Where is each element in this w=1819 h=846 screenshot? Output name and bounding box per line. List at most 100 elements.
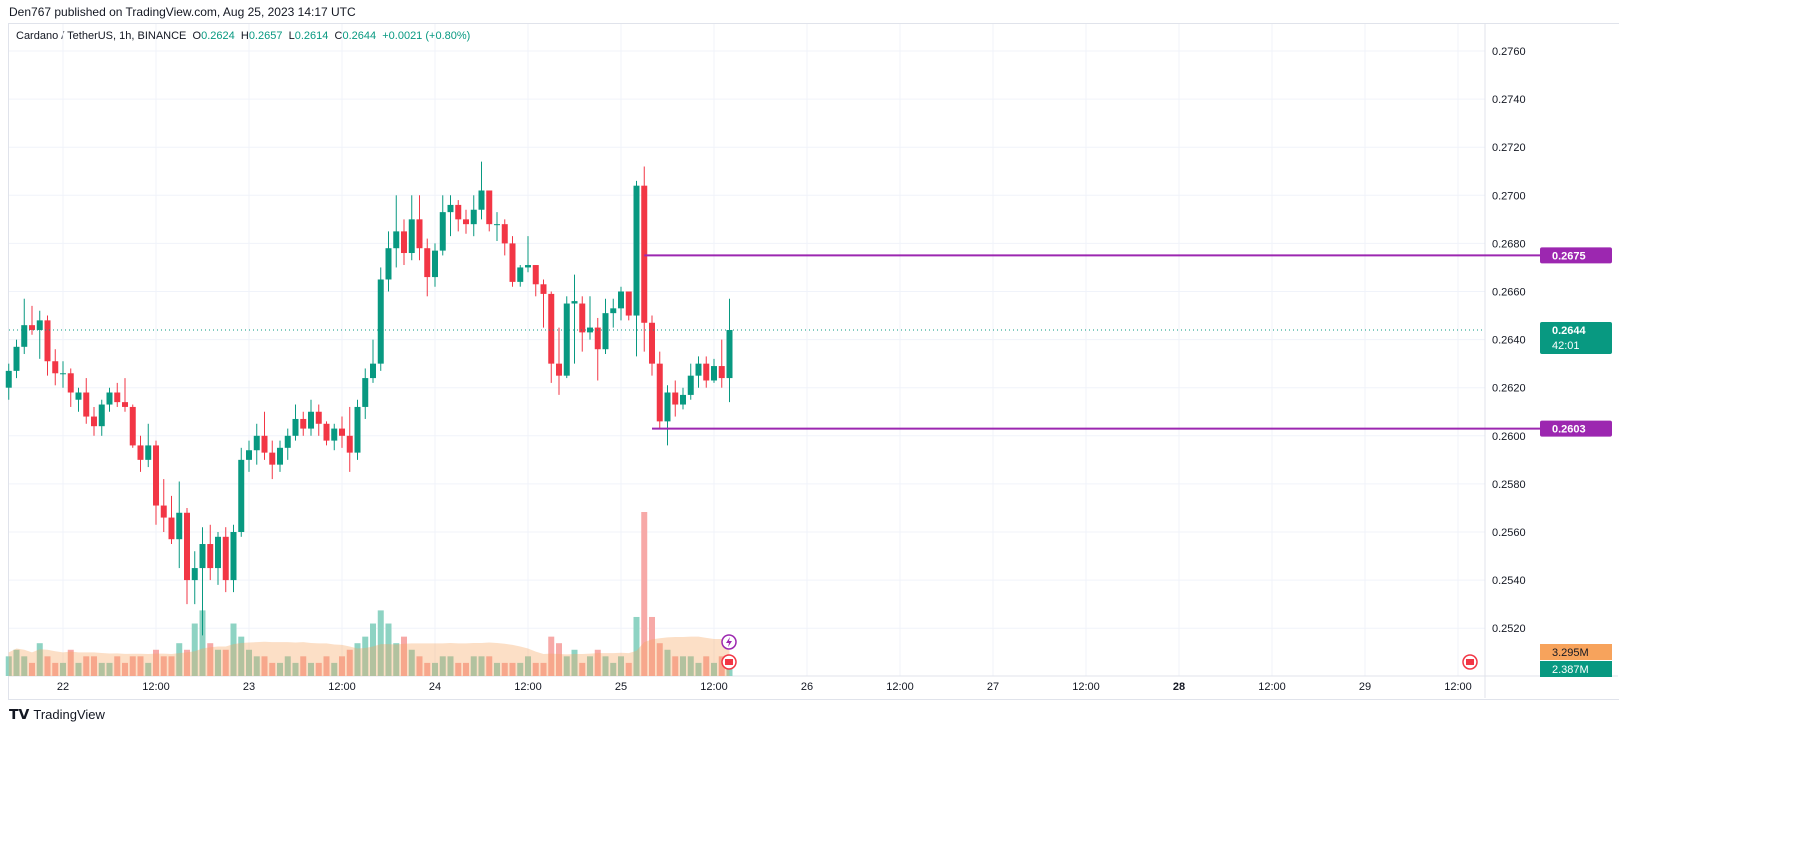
volume-bar xyxy=(672,656,679,676)
candle-body xyxy=(641,185,648,323)
candle-body xyxy=(525,265,531,268)
candle-body xyxy=(695,363,702,376)
candle-body xyxy=(602,313,609,350)
volume-bar xyxy=(269,662,276,676)
candle-body xyxy=(439,212,446,251)
volume-bar xyxy=(656,643,663,676)
candle-body xyxy=(292,418,299,436)
volume-bar xyxy=(191,623,198,676)
low-label: L xyxy=(288,30,295,42)
volume-bar xyxy=(718,656,725,676)
volume-bar xyxy=(91,656,97,676)
candle-body xyxy=(501,224,508,244)
volume-bar xyxy=(277,662,283,676)
candle-body xyxy=(463,219,469,225)
price-tick-label: 0.2660 xyxy=(1492,287,1526,299)
high-label: H xyxy=(240,30,249,42)
volume-bar xyxy=(137,656,144,676)
candle-body xyxy=(703,363,710,381)
price-tick-label: 0.2640 xyxy=(1492,335,1526,347)
candle-body xyxy=(160,505,167,518)
candle-body xyxy=(52,361,59,374)
price-tick-label: 0.2680 xyxy=(1492,238,1526,250)
time-tick-label: 24 xyxy=(429,681,441,693)
candle-body xyxy=(346,435,353,453)
candle-body xyxy=(75,392,82,400)
price-tick-label: 0.2760 xyxy=(1492,46,1526,58)
time-tick-label: 12:00 xyxy=(328,681,356,693)
candle-body xyxy=(672,392,679,405)
volume-bar xyxy=(463,662,469,676)
candle-body xyxy=(122,402,128,407)
volume-bar xyxy=(641,512,648,676)
volume-bar xyxy=(153,649,159,676)
volume-bar xyxy=(525,656,531,676)
time-tick-label: 23 xyxy=(243,681,255,693)
volume-bar xyxy=(253,656,260,676)
time-tick-label: 29 xyxy=(1359,681,1371,693)
time-tick-label: 28 xyxy=(1173,681,1185,693)
time-tick-label: 12:00 xyxy=(886,681,914,693)
volume-bar xyxy=(308,662,314,676)
volume-bar xyxy=(83,656,90,676)
candle-body xyxy=(91,416,97,427)
volume-bar xyxy=(610,662,617,676)
volume-tag xyxy=(1540,661,1612,677)
volume-bar xyxy=(261,656,268,676)
high-value: 0.2657 xyxy=(248,30,283,42)
volume-bar xyxy=(176,643,183,676)
candle-body xyxy=(571,301,578,304)
candle-body xyxy=(238,459,245,532)
candle-body xyxy=(199,544,206,569)
candle-body xyxy=(222,536,229,581)
candle-body xyxy=(517,267,524,282)
tradingview-logo-icon: 𝗧𝗩 xyxy=(9,706,30,722)
volume-bar xyxy=(532,662,539,676)
brand-name[interactable]: TradingView xyxy=(33,707,105,722)
volume-bar xyxy=(184,649,190,676)
volume-bar xyxy=(98,662,105,676)
candle-body xyxy=(494,224,500,226)
volume-bar xyxy=(393,643,400,676)
candle-body xyxy=(478,190,485,210)
volume-bar xyxy=(168,656,175,676)
price-tick-label: 0.2540 xyxy=(1492,575,1526,587)
close-label: C xyxy=(334,30,343,42)
low-value: 0.2614 xyxy=(294,30,329,42)
time-tick-label: 12:00 xyxy=(1258,681,1286,693)
candle-body xyxy=(308,411,314,429)
candle-body xyxy=(339,428,345,436)
volume-bar xyxy=(52,662,59,676)
candle-body xyxy=(401,231,407,254)
volume-bar xyxy=(664,649,671,676)
volume-bar xyxy=(579,662,586,676)
volume-bar xyxy=(625,662,632,676)
current-price-label: 0.2644 xyxy=(1552,325,1587,337)
candle-body xyxy=(269,452,276,465)
volume-ma-tag xyxy=(1540,644,1612,660)
time-tick-label: 12:00 xyxy=(1444,681,1472,693)
candle-body xyxy=(36,320,43,330)
candle-body xyxy=(393,231,400,249)
close-value: 0.2644 xyxy=(342,30,377,42)
footer: 𝗧𝗩 TradingView xyxy=(9,706,105,723)
candle-body xyxy=(60,373,66,375)
volume-bar xyxy=(106,662,113,676)
volume-bar xyxy=(486,656,493,676)
volume-bar xyxy=(602,656,609,676)
volume-bar xyxy=(439,656,446,676)
symbol-name[interactable]: Cardano / TetherUS, 1h, BINANCE xyxy=(16,30,187,42)
candle-body xyxy=(13,346,20,371)
volume-bar xyxy=(246,649,252,676)
candle-body xyxy=(83,392,90,417)
flag-stripes xyxy=(1466,659,1474,665)
level-price-tag xyxy=(1540,420,1612,437)
volume-bar xyxy=(618,656,624,676)
candle-body xyxy=(664,392,671,422)
candle-body xyxy=(618,291,624,309)
volume-bar xyxy=(649,616,655,676)
candle-body xyxy=(354,406,361,453)
volume-bar xyxy=(199,610,206,676)
candle-body xyxy=(230,532,237,581)
